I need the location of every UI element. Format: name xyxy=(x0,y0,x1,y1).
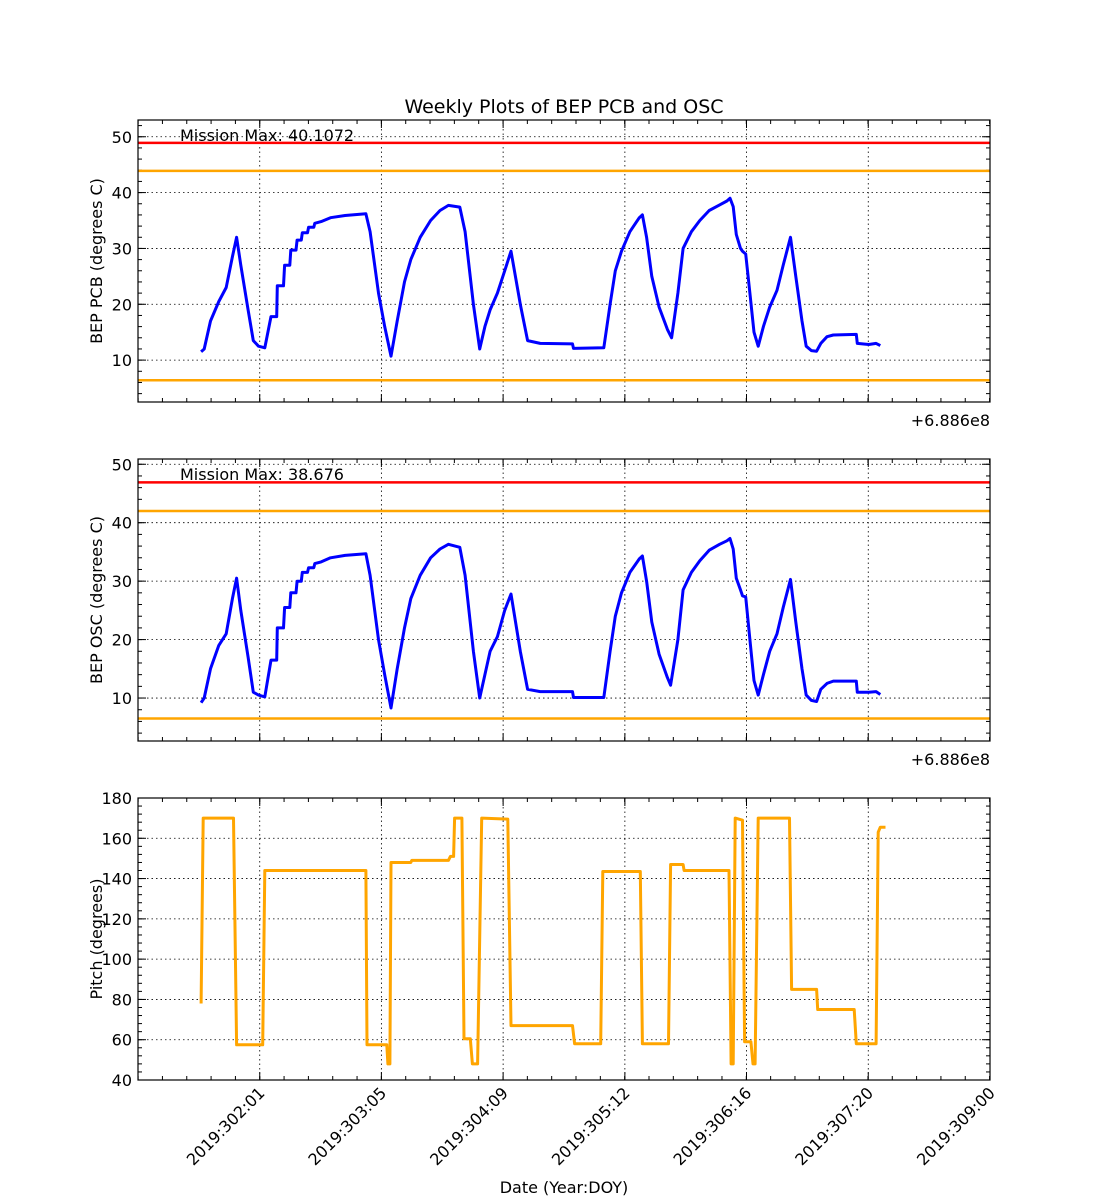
x-tick-label: 2019:307:20 xyxy=(791,1083,877,1169)
plot-frame xyxy=(137,797,991,1081)
y-tick-label: 40 xyxy=(112,514,132,533)
mission-max-annotation: Mission Max: 40.1072 xyxy=(180,126,354,145)
x-tick-label: 2019:304:09 xyxy=(426,1083,512,1169)
x-tick-label: 2019:305:12 xyxy=(548,1083,634,1169)
x-offset-text: +6.886e8 xyxy=(911,411,990,430)
y-tick-label: 50 xyxy=(112,455,132,474)
plot-frame xyxy=(137,119,991,403)
y-tick-label: 80 xyxy=(112,990,132,1009)
series-line-bep-pcb xyxy=(200,196,881,358)
series-line-pitch xyxy=(199,816,886,1066)
y-tick-label: 60 xyxy=(112,1031,132,1050)
panel-1: 10 20 30 40 50 Mission Max: 40.1072 BEP PCB (d… xyxy=(87,119,991,430)
x-offset-text: +6.886e8 xyxy=(911,750,990,769)
y-axis-label: BEP OSC (degrees C) xyxy=(87,516,106,684)
mission-max-annotation: Mission Max: 38.676 xyxy=(180,465,344,484)
y-tick-label: 10 xyxy=(112,351,132,370)
y-tick-label: 140 xyxy=(101,870,132,889)
y-tick-label: 100 xyxy=(101,950,132,969)
x-tick-label: 2019:306:16 xyxy=(669,1083,755,1169)
y-tick-label: 30 xyxy=(112,239,132,258)
panel-2: 10 20 30 40 50 Mission Max: 38.676 BEP OSC (de… xyxy=(87,455,991,769)
x-tick-label: 2019:302:01 xyxy=(183,1083,269,1169)
x-tick-label: 2019:309:00 xyxy=(913,1083,999,1169)
y-tick-label: 160 xyxy=(101,829,132,848)
x-tick-label: 2019:303:05 xyxy=(304,1083,390,1169)
y-tick-label: 20 xyxy=(112,631,132,650)
y-tick-label: 50 xyxy=(112,128,132,147)
y-tick-label: 10 xyxy=(112,689,132,708)
plot-frame xyxy=(137,458,991,742)
y-tick-label: 180 xyxy=(101,789,132,808)
y-tick-label: 40 xyxy=(112,184,132,203)
y-axis-label: BEP PCB (degrees C) xyxy=(87,178,106,344)
y-tick-label: 30 xyxy=(112,572,132,591)
y-axis-label: Pitch (degrees) xyxy=(87,879,106,1000)
y-tick-label: 40 xyxy=(112,1071,132,1090)
series-line-bep-osc xyxy=(199,537,882,710)
y-tick-label: 120 xyxy=(101,910,132,929)
panel-3: 40 60 80 100 120 140 160 180 Pitch (degrees) 2019… xyxy=(87,789,999,1169)
y-tick-label: 20 xyxy=(112,295,132,314)
chart-title: Weekly Plots of BEP PCB and OSC xyxy=(404,96,723,118)
x-axis-label: Date (Year:DOY) xyxy=(500,1178,629,1197)
